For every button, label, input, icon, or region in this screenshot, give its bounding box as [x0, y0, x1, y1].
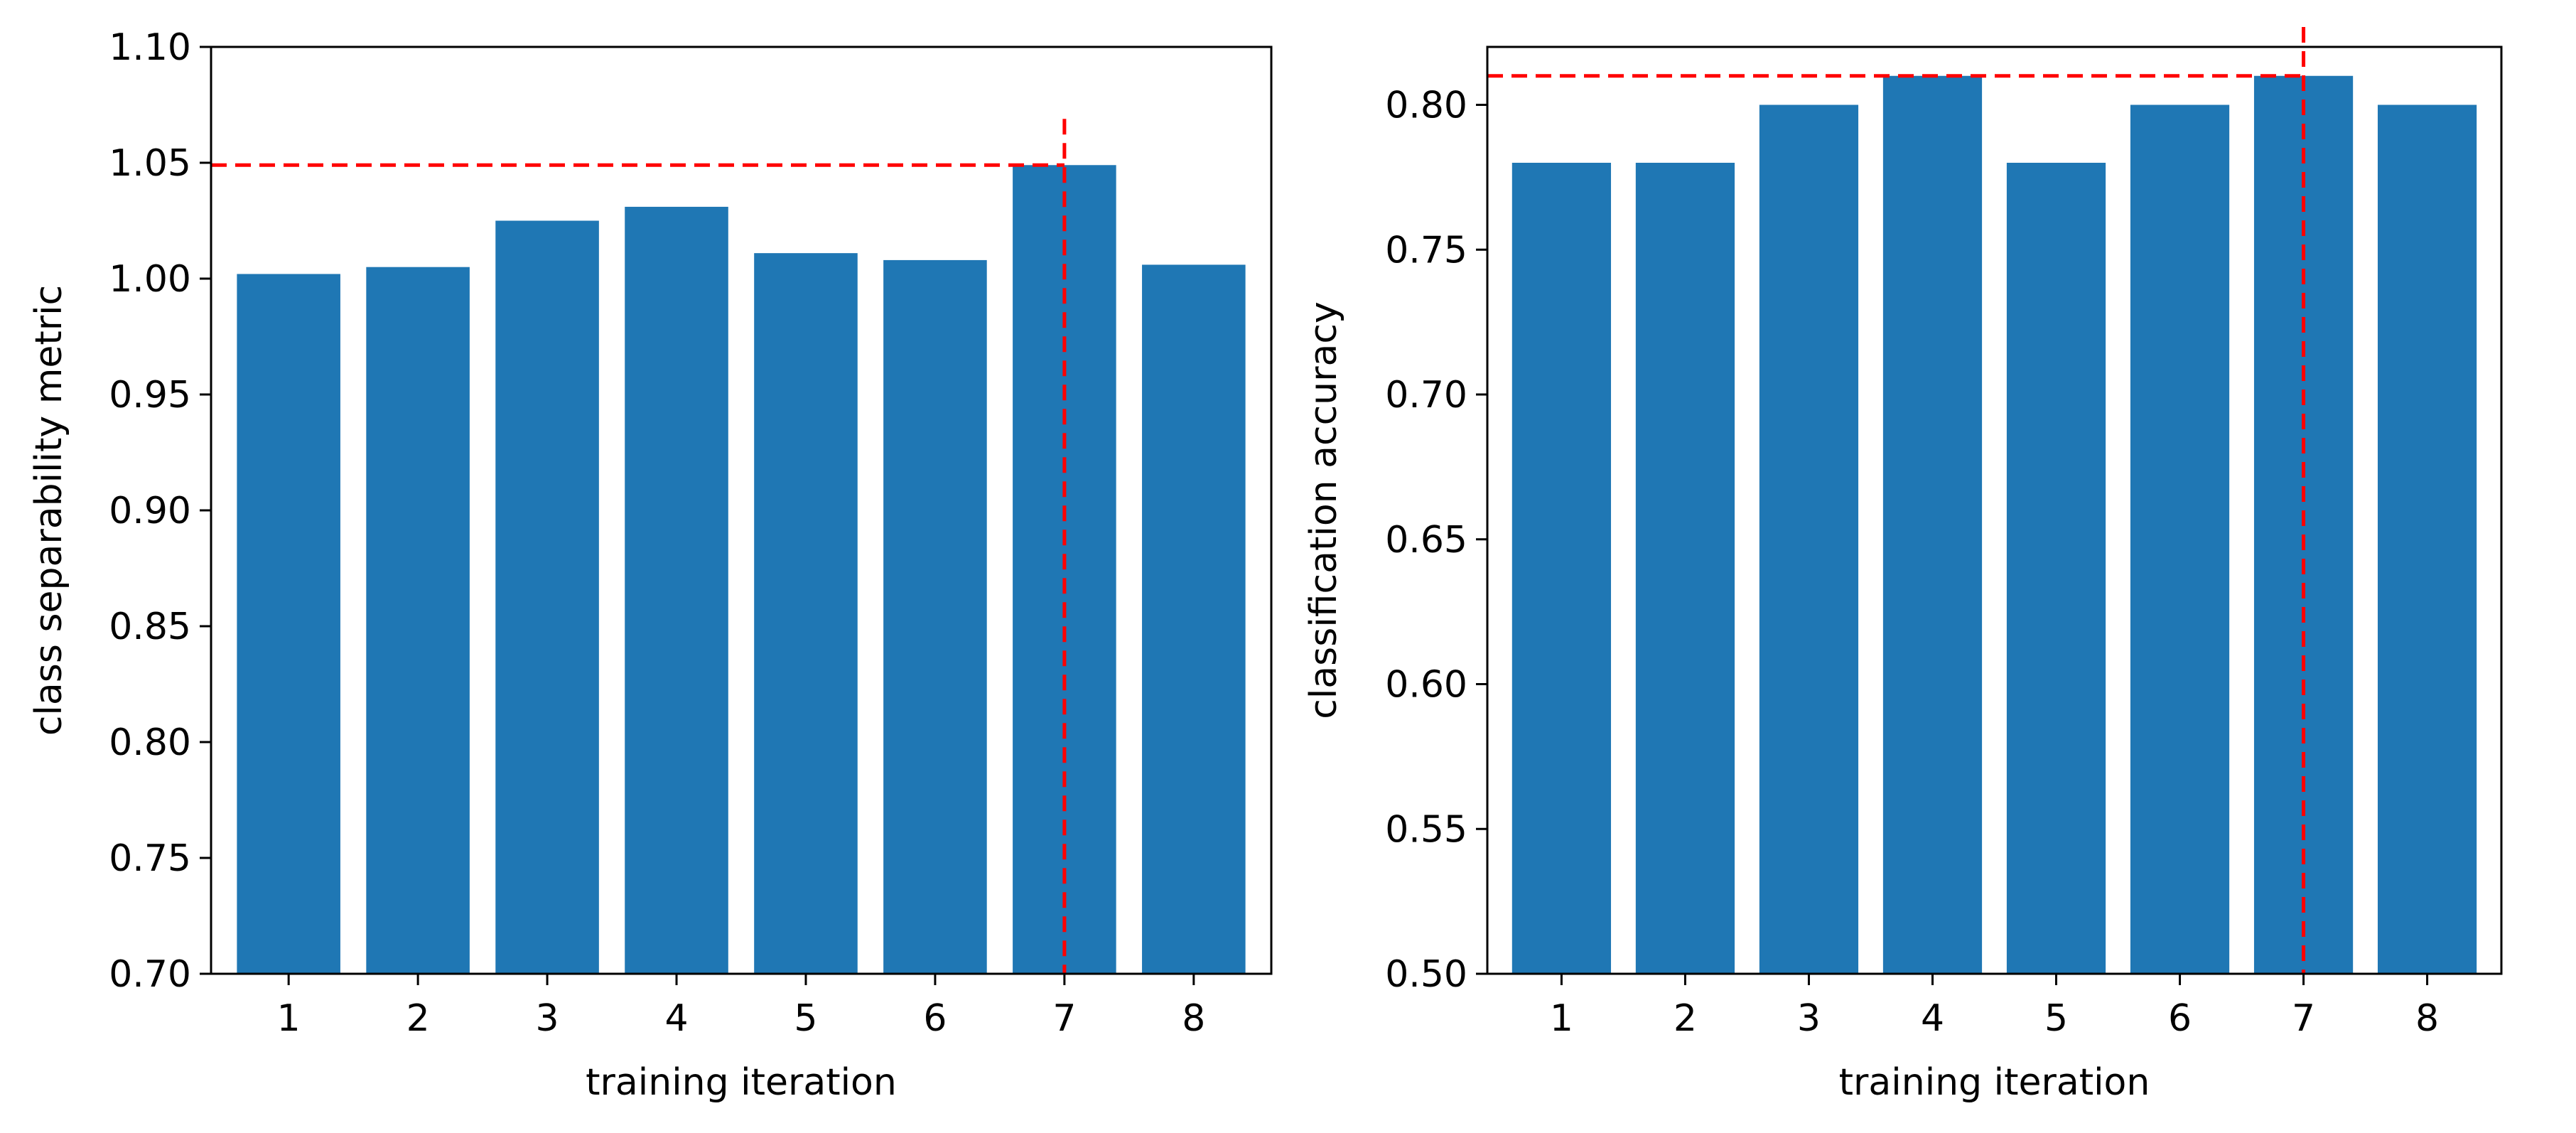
y-tick-label: 0.50	[1385, 953, 1467, 996]
bar-2	[1635, 163, 1735, 974]
y-tick-label: 0.70	[1385, 374, 1467, 417]
y-tick-label: 0.65	[1385, 519, 1467, 562]
bar-3	[495, 220, 599, 974]
y-tick-label: 0.95	[109, 374, 191, 417]
x-axis-label: training iteration	[1839, 1061, 2150, 1104]
bar-8	[1142, 264, 1246, 974]
x-tick-label: 6	[923, 997, 947, 1040]
x-tick-label: 1	[277, 997, 301, 1040]
bar-4	[625, 206, 728, 974]
x-tick-label: 7	[1052, 997, 1076, 1040]
y-tick-label: 0.70	[109, 953, 191, 996]
x-tick-label: 7	[2292, 997, 2315, 1040]
left-chart-separability: 0.70 0.75 0.80 0.85 0.90 0.95 1.00 1.05 1.10 1 2 3 4…	[28, 26, 1273, 1104]
x-tick-label: 8	[1182, 997, 1205, 1040]
x-tick-label: 3	[536, 997, 559, 1040]
x-tick-label: 3	[1797, 997, 1821, 1040]
y-tick-label: 1.05	[109, 142, 191, 185]
bar-6	[883, 259, 987, 974]
bar-2	[366, 267, 470, 974]
bar-5	[2006, 163, 2106, 974]
y-tick-label: 0.90	[109, 490, 191, 532]
y-tick-label: 0.75	[1385, 229, 1467, 272]
x-tick-label: 1	[1550, 997, 1573, 1040]
axes-frame	[1486, 45, 2503, 975]
y-tick-label: 1.00	[109, 258, 191, 301]
y-tick-label: 0.75	[109, 837, 191, 880]
y-axis-label: classification accuracy	[1303, 301, 1345, 719]
x-tick-label: 2	[1674, 997, 1697, 1040]
bar-1	[237, 274, 340, 974]
y-axis-label: class separability metric	[28, 285, 70, 736]
x-axis-label: training iteration	[586, 1061, 897, 1104]
y-tick-label: 0.80	[109, 721, 191, 764]
bar-6	[2130, 104, 2230, 974]
x-tick-label: 4	[664, 997, 688, 1040]
bar-4	[1882, 75, 1983, 974]
x-tick-label: 5	[2044, 997, 2068, 1040]
x-tick-label: 6	[2168, 997, 2192, 1040]
bar-8	[2377, 104, 2477, 974]
x-tick-label: 4	[1921, 997, 1944, 1040]
x-tick-label: 8	[2415, 997, 2439, 1040]
bar-1	[1511, 163, 1612, 974]
right-chart-accuracy: 0.50 0.55 0.60 0.65 0.70 0.75 0.80 1 2 3 4 5 6 7 8 trai…	[1303, 27, 2503, 1104]
y-tick-label: 0.85	[109, 606, 191, 648]
y-tick-label: 0.80	[1385, 85, 1467, 127]
y-tick-label: 0.60	[1385, 664, 1467, 707]
x-tick-label: 5	[794, 997, 817, 1040]
bar-3	[1759, 104, 1859, 974]
x-tick-label: 2	[406, 997, 430, 1040]
bar-5	[754, 253, 858, 974]
y-tick-label: 1.10	[109, 26, 191, 69]
y-tick-label: 0.55	[1385, 808, 1467, 851]
